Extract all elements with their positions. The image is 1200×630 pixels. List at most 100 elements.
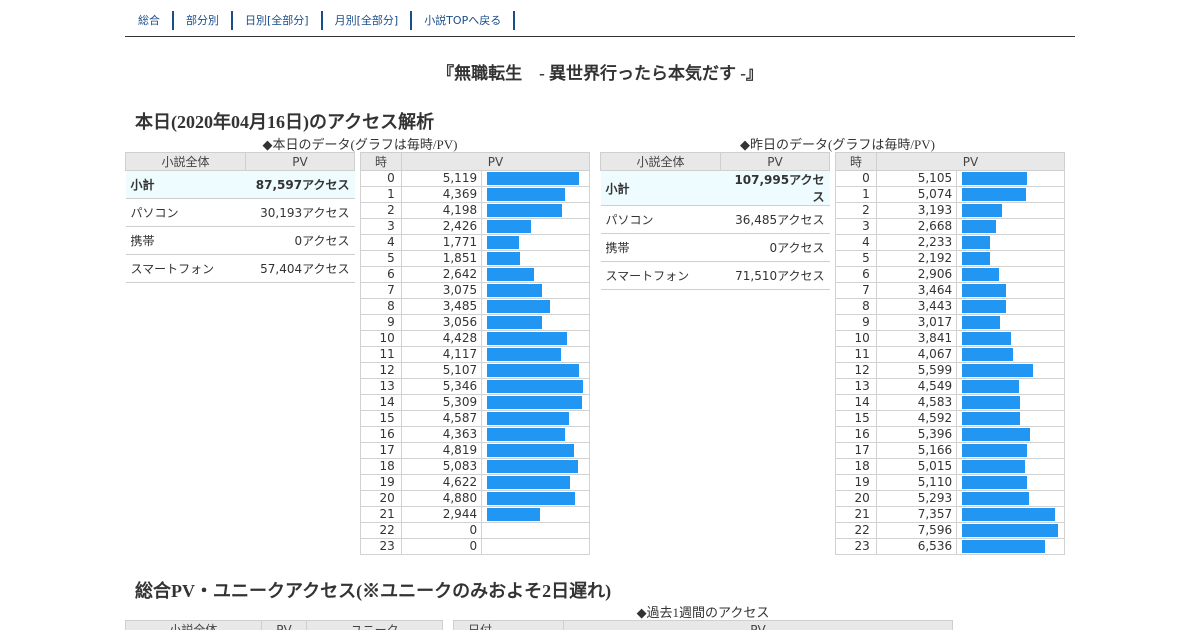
summary-value: 0アクセス	[720, 233, 830, 262]
hour-cell: 21	[360, 506, 402, 523]
bar-cell	[481, 490, 590, 507]
pv-cell: 5,015	[875, 458, 958, 475]
pv-bar	[962, 460, 1026, 473]
bar-cell	[956, 218, 1065, 235]
pv-cell: 7,596	[875, 522, 958, 539]
pv-cell: 3,841	[875, 330, 958, 347]
bar-cell	[481, 378, 590, 395]
bar-cell	[481, 266, 590, 283]
hour-cell: 10	[360, 330, 402, 347]
pv-cell: 4,819	[400, 442, 483, 459]
bar-cell	[481, 522, 590, 539]
hour-cell: 9	[360, 314, 402, 331]
nav-link-novel-top[interactable]: 小説TOPへ戻る	[412, 11, 516, 30]
summary-label: 小計	[125, 170, 246, 199]
summary-value: 57,404アクセス	[245, 254, 355, 283]
hour-cell: 19	[360, 474, 402, 491]
pv-cell: 2,233	[875, 234, 958, 251]
bar-cell	[956, 266, 1065, 283]
pv-bar	[487, 188, 566, 201]
hourly-row: 10 4,428	[360, 330, 590, 347]
bar-cell	[481, 218, 590, 235]
hour-cell: 13	[835, 378, 877, 395]
hour-cell: 2	[835, 202, 877, 219]
pv-bar	[962, 332, 1012, 345]
hourly-row: 6 2,642	[360, 266, 590, 283]
hourly-row: 7 3,464	[835, 282, 1065, 299]
summary-value: 36,485アクセス	[720, 205, 830, 234]
bar-cell	[481, 282, 590, 299]
summary-label: スマートフォン	[125, 254, 246, 283]
hourly-row: 8 3,443	[835, 298, 1065, 315]
hourly-row: 23 6,536	[835, 538, 1065, 555]
week-header-date: 日付	[453, 620, 564, 630]
pv-bar	[487, 220, 532, 233]
nav-link-daily[interactable]: 日別[全部分]	[233, 11, 323, 30]
bar-cell	[956, 378, 1065, 395]
week-access-table: 日付 PV	[453, 620, 953, 630]
hourly-row: 15 4,587	[360, 410, 590, 427]
hourly-row: 22 7,596	[835, 522, 1065, 539]
bar-cell	[956, 394, 1065, 411]
hourly-header-hour: 時	[835, 152, 877, 171]
hour-cell: 23	[360, 538, 402, 555]
nav-link-overall[interactable]: 総合	[125, 11, 174, 30]
total-header-unique: ユニーク	[306, 620, 443, 630]
hour-cell: 14	[360, 394, 402, 411]
bar-cell	[956, 170, 1065, 187]
summary-label: 小計	[600, 170, 721, 206]
hourly-header-hour: 時	[360, 152, 402, 171]
pv-cell: 3,056	[400, 314, 483, 331]
hourly-row: 6 2,906	[835, 266, 1065, 283]
pv-cell: 7,357	[875, 506, 958, 523]
bar-cell	[481, 394, 590, 411]
hour-cell: 5	[360, 250, 402, 267]
yesterday-summary-table: 小説全体 PV 小計 107,995アクセス パソコン 36,485アクセス 携…	[600, 152, 830, 290]
bar-cell	[481, 442, 590, 459]
pv-cell: 2,906	[875, 266, 958, 283]
hour-cell: 20	[360, 490, 402, 507]
hourly-row: 3 2,668	[835, 218, 1065, 235]
hourly-row: 18 5,015	[835, 458, 1065, 475]
pv-cell: 5,166	[875, 442, 958, 459]
pv-cell: 1,851	[400, 250, 483, 267]
hourly-row: 11 4,067	[835, 346, 1065, 363]
bar-cell	[956, 522, 1065, 539]
summary-header-pv: PV	[720, 152, 830, 171]
hour-cell: 3	[835, 218, 877, 235]
summary-label: 携帯	[600, 233, 721, 262]
pv-bar	[962, 508, 1056, 521]
pv-bar	[962, 428, 1031, 441]
pv-bar	[962, 444, 1028, 457]
hour-cell: 1	[835, 186, 877, 203]
hour-cell: 9	[835, 314, 877, 331]
pv-bar	[962, 524, 1059, 537]
bar-cell	[481, 538, 590, 555]
pv-bar	[962, 172, 1028, 185]
pv-bar	[487, 172, 580, 185]
bar-cell	[481, 346, 590, 363]
hour-cell: 11	[360, 346, 402, 363]
bar-cell	[956, 458, 1065, 475]
hourly-row: 9 3,056	[360, 314, 590, 331]
bar-cell	[481, 410, 590, 427]
pv-bar	[487, 300, 551, 313]
bar-cell	[956, 202, 1065, 219]
novel-title: 『無職転生 - 異世界行ったら本気だす -』	[437, 64, 763, 83]
today-summary-table: 小説全体 PV 小計 87,597アクセス パソコン 30,193アクセス 携帯…	[125, 152, 355, 283]
hourly-row: 12 5,599	[835, 362, 1065, 379]
nav-link-monthly[interactable]: 月別[全部分]	[323, 11, 413, 30]
hour-cell: 3	[360, 218, 402, 235]
hourly-row: 9 3,017	[835, 314, 1065, 331]
pv-cell: 0	[400, 522, 483, 539]
pv-bar	[487, 204, 563, 217]
hourly-row: 2 4,198	[360, 202, 590, 219]
hourly-row: 23 0	[360, 538, 590, 555]
summary-label: 携帯	[125, 226, 246, 255]
hourly-row: 0 5,105	[835, 170, 1065, 187]
hour-cell: 16	[360, 426, 402, 443]
hour-cell: 4	[360, 234, 402, 251]
hourly-row: 2 3,193	[835, 202, 1065, 219]
nav-link-by-part[interactable]: 部分別	[174, 11, 233, 30]
hourly-row: 1 5,074	[835, 186, 1065, 203]
